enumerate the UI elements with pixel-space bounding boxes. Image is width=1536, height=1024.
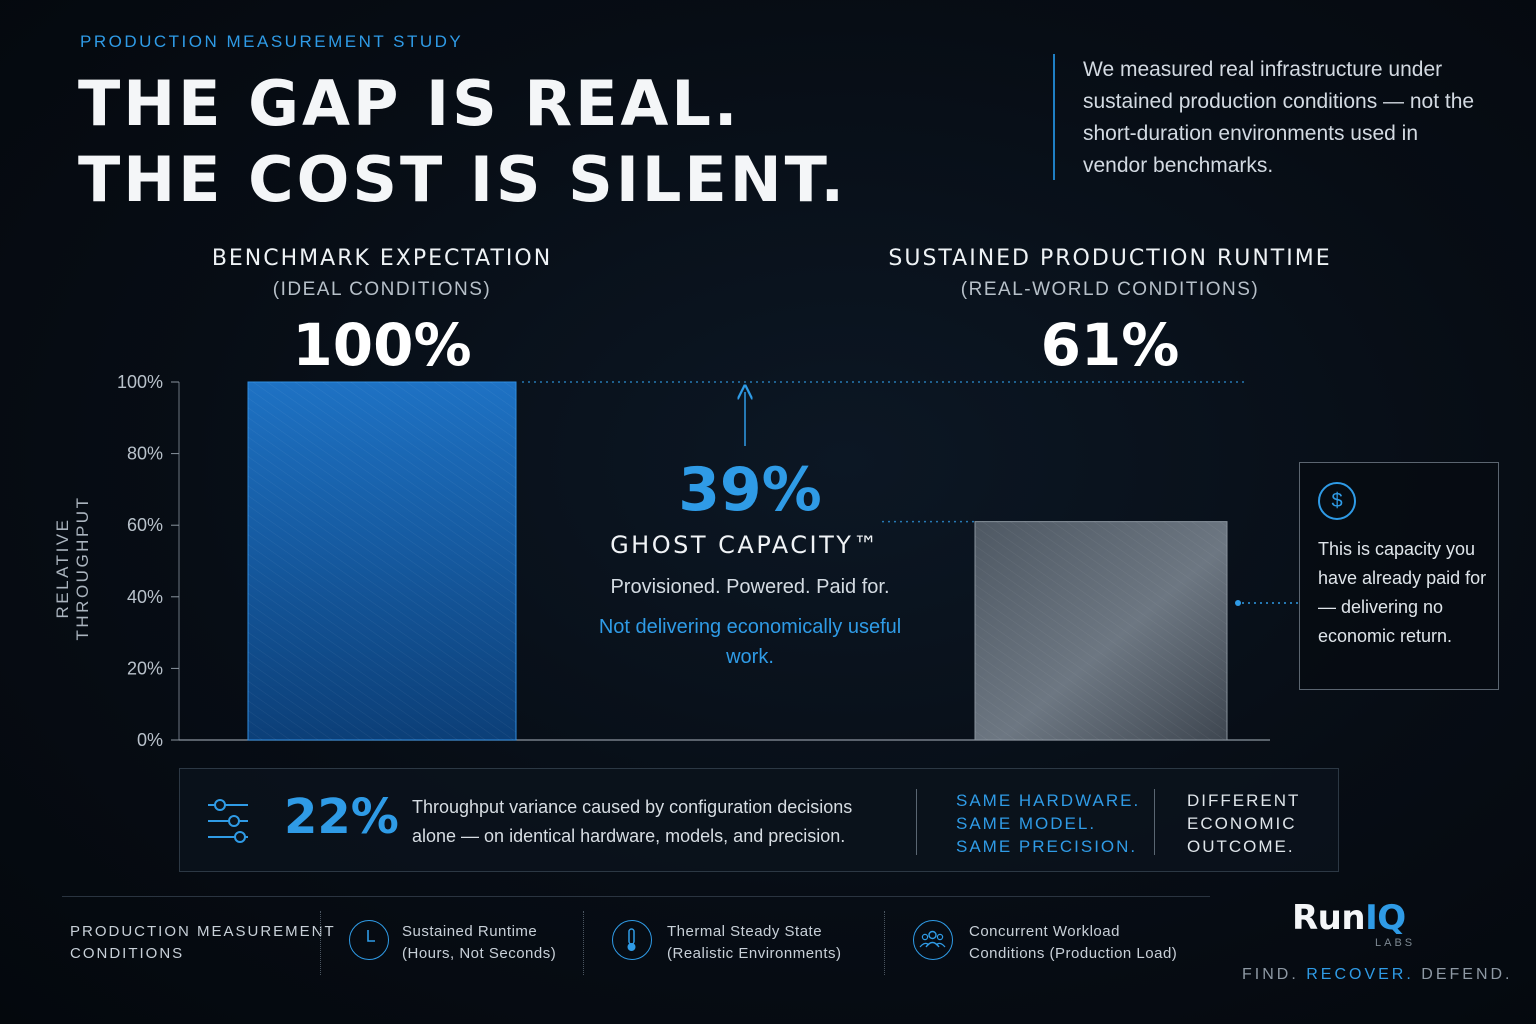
production-heading: SUSTAINED PRODUCTION RUNTIME (REAL-WORLD… xyxy=(830,246,1390,379)
ghost-capacity-percent: 39% xyxy=(678,455,822,525)
ghost-capacity-note: Not delivering economically useful work. xyxy=(598,616,902,668)
same-model: SAME MODEL. xyxy=(956,814,1097,833)
benchmark-value: 100% xyxy=(292,311,472,379)
variance-percent: 22% xyxy=(284,789,399,845)
brand-name-iq: IQ xyxy=(1365,898,1406,938)
variance-stat-box: 22% Throughput variance caused by config… xyxy=(179,768,1339,872)
y-tick-label: 60% xyxy=(127,515,163,535)
ghost-capacity-title: GHOST CAPACITY™ xyxy=(610,531,880,559)
condition-runtime-title: Sustained Runtime xyxy=(402,923,538,940)
y-tick-label: 20% xyxy=(127,658,163,678)
benchmark-heading: BENCHMARK EXPECTATION (IDEAL CONDITIONS)… xyxy=(102,246,662,379)
different-outcome: DIFFERENT ECONOMIC OUTCOME. xyxy=(1187,789,1300,858)
tagline-defend: DEFEND. xyxy=(1421,966,1513,983)
tagline-recover: RECOVER. xyxy=(1306,966,1414,983)
y-axis: 0% 20% 40% 60% 80% 100% xyxy=(117,372,1270,750)
footer-divider xyxy=(62,896,1210,897)
variance-description: Throughput variance caused by configurat… xyxy=(412,797,853,846)
different-line: DIFFERENT xyxy=(1187,791,1301,810)
headline: THE GAP IS REAL. THE COST IS SILENT. xyxy=(78,66,847,218)
sliders-icon xyxy=(208,799,248,843)
production-value: 61% xyxy=(1040,311,1180,379)
y-tick-label: 80% xyxy=(127,444,163,464)
gap-markers xyxy=(522,381,1298,606)
thermometer-icon xyxy=(612,920,652,960)
headline-line-2: THE COST IS SILENT. xyxy=(78,143,848,216)
y-tick-label: 0% xyxy=(137,730,163,750)
y-tick-label: 40% xyxy=(127,587,163,607)
condition-workload: Concurrent Workload Conditions (Producti… xyxy=(969,921,1177,965)
production-title: SUSTAINED PRODUCTION RUNTIME xyxy=(888,246,1332,271)
headline-line-1: THE GAP IS REAL. xyxy=(78,67,741,140)
y-axis-title: RELATIVE THROUGHPUT xyxy=(53,495,92,641)
dollar-icon: $ xyxy=(1318,482,1356,520)
callout-connector-dot xyxy=(1235,600,1241,606)
outcome-line: OUTCOME. xyxy=(1187,837,1295,856)
intro-text: We measured real infrastructure under su… xyxy=(1083,58,1475,177)
same-hardware: SAME HARDWARE. xyxy=(956,791,1141,810)
capacity-callout: $ This is capacity you have already paid… xyxy=(1299,462,1499,690)
brand-sub: LABS xyxy=(1375,937,1416,949)
production-subtitle: (REAL-WORLD CONDITIONS) xyxy=(960,279,1260,300)
condition-runtime-detail: (Hours, Not Seconds) xyxy=(402,945,557,962)
condition-workload-detail: Conditions (Production Load) xyxy=(969,945,1178,962)
same-list: SAME HARDWARE. SAME MODEL. SAME PRECISIO… xyxy=(956,789,1140,858)
ghost-capacity-description: Provisioned. Powered. Paid for. xyxy=(610,576,890,598)
tagline-find: FIND. xyxy=(1242,966,1299,983)
bars xyxy=(247,381,1228,741)
y-tick-label: 100% xyxy=(117,372,163,392)
callout-text: This is capacity you have already paid f… xyxy=(1318,539,1487,646)
same-precision: SAME PRECISION. xyxy=(956,837,1138,856)
benchmark-title: BENCHMARK EXPECTATION xyxy=(211,246,553,271)
condition-thermal-detail: (Realistic Environments) xyxy=(667,945,842,962)
conditions-label: PRODUCTION MEASUREMENT CONDITIONS xyxy=(70,921,336,965)
conditions-label-line-2: CONDITIONS xyxy=(70,945,185,962)
benchmark-subtitle: (IDEAL CONDITIONS) xyxy=(272,279,492,300)
brand-name-run: Run xyxy=(1292,898,1366,938)
stat-divider xyxy=(1154,789,1155,855)
condition-runtime: Sustained Runtime (Hours, Not Seconds) xyxy=(402,921,556,965)
condition-thermal-title: Thermal Steady State xyxy=(667,923,823,940)
economic-line: ECONOMIC xyxy=(1187,814,1297,833)
intro-divider xyxy=(1053,54,1055,180)
condition-workload-title: Concurrent Workload xyxy=(969,923,1120,940)
stat-divider xyxy=(916,789,917,855)
conditions-label-line-1: PRODUCTION MEASUREMENT xyxy=(70,923,336,940)
footer-separator xyxy=(320,911,321,975)
eyebrow: PRODUCTION MEASUREMENT STUDY xyxy=(80,32,464,51)
footer-separator xyxy=(884,911,885,975)
users-icon xyxy=(913,920,953,960)
bar-texture xyxy=(975,521,1227,740)
bar-texture xyxy=(248,382,516,740)
condition-thermal: Thermal Steady State (Realistic Environm… xyxy=(667,921,842,965)
brand-logo: RunIQ xyxy=(1292,898,1406,938)
clock-icon xyxy=(349,920,389,960)
brand-tagline: FIND. RECOVER. DEFEND. xyxy=(1242,966,1513,984)
footer-separator xyxy=(583,911,584,975)
